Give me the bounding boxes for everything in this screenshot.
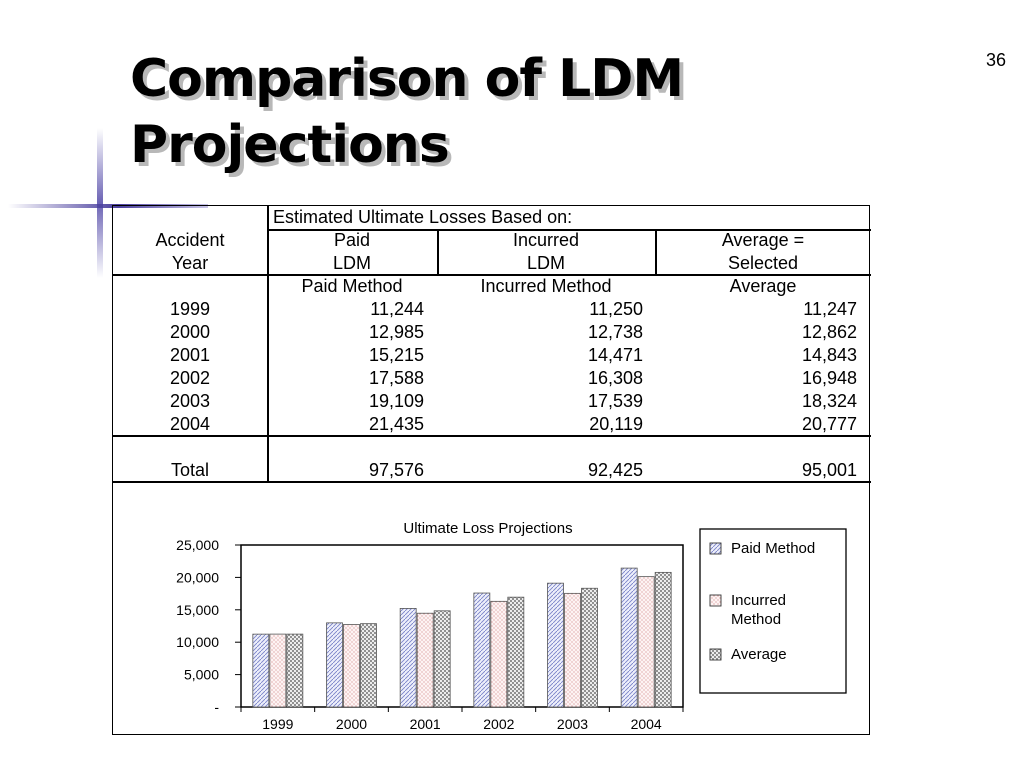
sub-header-average: Average	[729, 276, 797, 296]
legend-label: Paid Method	[731, 540, 815, 557]
table-cell-paid: 11,244	[370, 299, 424, 319]
table-divider-paid	[437, 229, 439, 274]
table-divider-total	[113, 435, 871, 437]
table-cell-incurred: 12,738	[587, 322, 643, 342]
table-divider-chart	[113, 481, 871, 483]
total-label: Total	[170, 460, 210, 480]
table-divider-year	[267, 206, 269, 481]
col-header-paid-2: LDM	[332, 253, 371, 273]
group-header: Estimated Ultimate Losses Based on:	[273, 207, 573, 227]
legend-swatch-1	[709, 594, 722, 607]
table-cell-incurred: 17,539	[587, 391, 643, 411]
sub-header-paid: Paid Method	[301, 276, 403, 296]
table-cell-paid: 21,435	[368, 414, 424, 434]
slide-title: Comparison of LDM Projections	[130, 46, 850, 178]
bar-paid-method	[620, 567, 638, 708]
decorative-vertical-line	[97, 128, 103, 278]
sub-header-incurred: Incurred Method	[480, 276, 612, 296]
legend-label: Method	[731, 611, 781, 628]
legend-label: Average	[731, 646, 787, 663]
table-cell-year: 2000	[169, 322, 211, 342]
table-cell-average: 12,862	[801, 322, 857, 342]
bar-paid-method	[473, 592, 491, 708]
bar-average	[286, 633, 304, 708]
bar-incurred-method	[416, 612, 434, 708]
bar-average	[360, 623, 377, 708]
total-incurred: 92,425	[587, 460, 643, 480]
y-tick-label: 10,000	[176, 634, 219, 650]
plot-frame	[240, 544, 684, 708]
bar-paid-method	[547, 582, 564, 708]
table-cell-paid: 17,588	[368, 368, 424, 388]
bar-incurred-method	[564, 592, 581, 708]
bar-paid-method	[399, 608, 417, 708]
col-header-average-2: Selected	[727, 253, 799, 273]
slide-number: 36	[985, 50, 1006, 70]
x-tick-label: 2001	[410, 716, 441, 732]
table-cell-average: 14,843	[801, 345, 857, 365]
x-tick-label: 2002	[483, 716, 514, 732]
x-tick-label: 1999	[262, 716, 293, 732]
bar-paid-method	[326, 622, 343, 708]
total-paid: 97,576	[368, 460, 424, 480]
table-cell-year: 1999	[169, 299, 211, 319]
x-tick-label: 2000	[336, 716, 367, 732]
table-divider-header	[113, 274, 871, 276]
table-cell-paid: 12,985	[368, 322, 424, 342]
bar-paid-method	[252, 633, 270, 708]
table-cell-average: 11,247	[803, 299, 857, 319]
y-tick-label: 20,000	[176, 569, 219, 585]
col-header-year-1: Accident	[155, 230, 225, 250]
col-header-paid-1: Paid	[333, 230, 371, 250]
y-tick-label: -	[214, 699, 219, 715]
legend-swatch-0	[709, 542, 722, 555]
legend-label: Incurred	[731, 592, 786, 609]
table-cell-incurred: 11,250	[589, 299, 643, 319]
col-header-incurred-1: Incurred	[512, 230, 580, 250]
table-divider-group	[267, 229, 871, 231]
x-tick-label: 2003	[557, 716, 588, 732]
table-cell-paid: 15,215	[368, 345, 424, 365]
legend-box	[699, 528, 847, 694]
table-cell-incurred: 16,308	[587, 368, 643, 388]
legend-swatch-2	[709, 648, 722, 661]
bar-average	[433, 610, 451, 708]
bar-average	[581, 587, 598, 708]
loss-projection-chart: Ultimate Loss Projections - 5,000 10,000 15…	[176, 520, 847, 732]
table-cell-year: 2004	[169, 414, 211, 434]
table-cell-average: 20,777	[801, 414, 857, 434]
y-tick-label: 25,000	[176, 537, 219, 553]
table-cell-incurred: 14,471	[587, 345, 643, 365]
slide-title-line-2: Projections	[130, 115, 450, 175]
chart-title: Ultimate Loss Projections	[403, 520, 572, 537]
table-cell-year: 2003	[169, 391, 211, 411]
table-cell-incurred: 20,119	[589, 414, 643, 434]
table-cell-year: 2002	[169, 368, 211, 388]
decorative-horizontal-line	[8, 204, 208, 208]
bar-incurred-method	[343, 624, 360, 708]
table-cell-average: 16,948	[801, 368, 857, 388]
y-tick-label: 15,000	[176, 602, 219, 618]
slide-title-line-1: Comparison of LDM	[130, 49, 684, 109]
table-cell-average: 18,324	[801, 391, 857, 411]
bar-incurred-method	[490, 600, 508, 708]
table-cell-year: 2001	[169, 345, 211, 365]
loss-table: Estimated Ultimate Losses Based on: Acci…	[112, 205, 871, 735]
y-tick-label: 5,000	[184, 667, 219, 683]
bar-average	[507, 596, 525, 708]
x-tick-label: 2004	[631, 716, 662, 732]
bar-incurred-method	[269, 633, 287, 708]
bar-incurred-method	[637, 576, 655, 708]
bar-average	[654, 571, 672, 708]
col-header-incurred-2: LDM	[526, 253, 565, 273]
col-header-year-2: Year	[171, 253, 209, 273]
total-average: 95,001	[801, 460, 857, 480]
table-cell-paid: 19,109	[368, 391, 424, 411]
col-header-average-1: Average =	[721, 230, 805, 250]
table-divider-incurred	[655, 229, 657, 274]
